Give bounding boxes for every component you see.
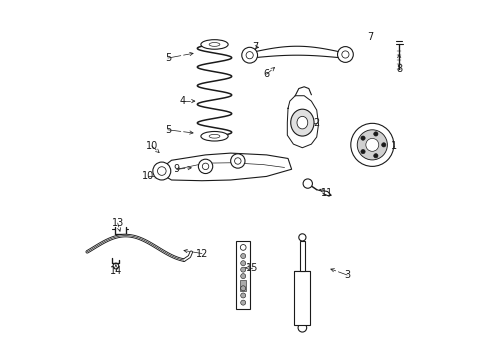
Circle shape xyxy=(242,47,258,63)
Circle shape xyxy=(374,154,378,158)
Circle shape xyxy=(366,138,379,151)
Polygon shape xyxy=(323,191,331,196)
Circle shape xyxy=(361,136,365,140)
Circle shape xyxy=(241,286,245,291)
Text: 11: 11 xyxy=(321,188,334,198)
Circle shape xyxy=(303,179,313,188)
Text: 1: 1 xyxy=(391,141,397,151)
Circle shape xyxy=(241,300,245,305)
Bar xyxy=(236,241,250,309)
Bar xyxy=(240,280,246,291)
Text: 7: 7 xyxy=(368,32,374,41)
Text: 9: 9 xyxy=(174,164,180,174)
Text: 10: 10 xyxy=(142,171,154,181)
Circle shape xyxy=(299,234,306,241)
Ellipse shape xyxy=(201,40,228,49)
Circle shape xyxy=(153,162,171,180)
Circle shape xyxy=(241,261,245,266)
Circle shape xyxy=(361,149,365,154)
Text: 13: 13 xyxy=(112,218,124,228)
Text: 2: 2 xyxy=(314,118,320,128)
Bar xyxy=(294,271,310,325)
Text: 7: 7 xyxy=(253,42,259,52)
Text: 4: 4 xyxy=(179,96,185,106)
Circle shape xyxy=(241,293,245,298)
Circle shape xyxy=(338,46,353,62)
Bar xyxy=(300,241,305,271)
Ellipse shape xyxy=(297,116,308,129)
Circle shape xyxy=(198,159,213,174)
Text: 5: 5 xyxy=(165,53,171,63)
Text: 10: 10 xyxy=(146,141,158,151)
Circle shape xyxy=(382,143,386,147)
Ellipse shape xyxy=(201,131,228,141)
Polygon shape xyxy=(163,153,292,181)
Text: 6: 6 xyxy=(264,69,270,79)
Polygon shape xyxy=(287,96,318,148)
Text: 3: 3 xyxy=(344,270,350,280)
Circle shape xyxy=(231,154,245,168)
Text: 8: 8 xyxy=(396,64,402,74)
Ellipse shape xyxy=(291,109,314,136)
Circle shape xyxy=(351,123,394,166)
Text: 15: 15 xyxy=(246,263,258,273)
Text: 14: 14 xyxy=(110,266,122,276)
Text: 5: 5 xyxy=(165,125,171,135)
Circle shape xyxy=(374,132,378,136)
Circle shape xyxy=(357,130,388,160)
Circle shape xyxy=(241,253,245,258)
Circle shape xyxy=(241,267,245,272)
Circle shape xyxy=(241,274,245,279)
Text: 12: 12 xyxy=(196,248,208,258)
